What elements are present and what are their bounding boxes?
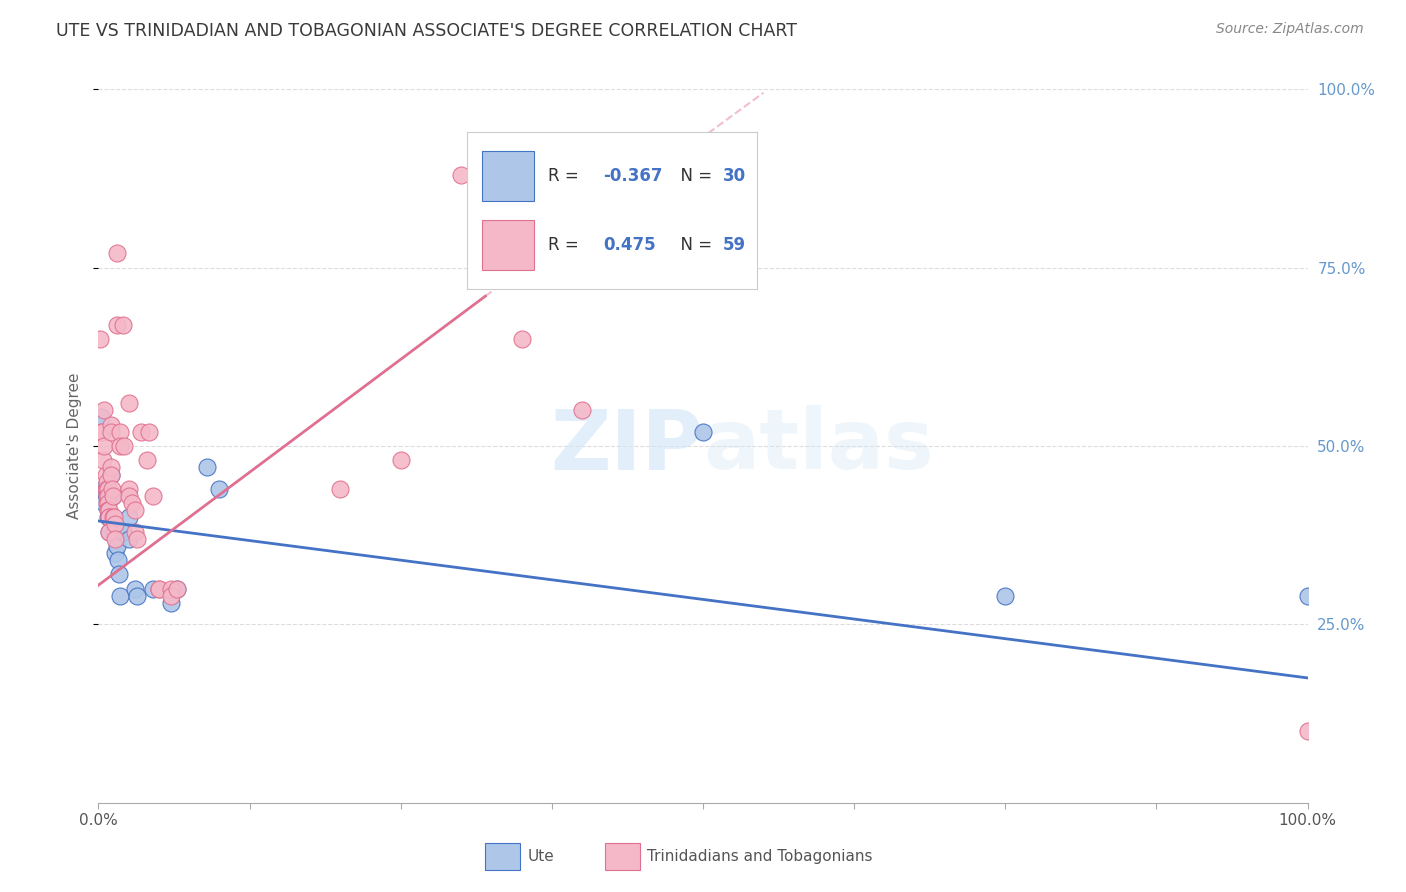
- Point: [93, 496, 115, 510]
- Point: [97, 503, 120, 517]
- Point: [692, 425, 714, 439]
- Point: [160, 582, 183, 596]
- Point: [101, 510, 124, 524]
- Point: [571, 403, 593, 417]
- Point: [148, 582, 170, 596]
- Point: [104, 517, 127, 532]
- Point: [121, 496, 143, 510]
- Point: [127, 589, 149, 603]
- Point: [97, 489, 120, 503]
- Point: [108, 589, 131, 603]
- Point: [89, 332, 111, 346]
- Point: [91, 425, 114, 439]
- Point: [118, 482, 141, 496]
- Point: [127, 532, 149, 546]
- Point: [142, 489, 165, 503]
- Point: [118, 510, 141, 524]
- Point: [105, 246, 128, 260]
- Text: atlas: atlas: [703, 406, 934, 486]
- Point: [103, 524, 125, 539]
- Point: [450, 168, 472, 182]
- Point: [138, 425, 160, 439]
- Point: [118, 532, 141, 546]
- Point: [98, 503, 121, 517]
- Point: [96, 482, 118, 496]
- Point: [96, 475, 118, 489]
- Point: [90, 410, 112, 425]
- Point: [101, 489, 124, 503]
- Point: [94, 467, 117, 482]
- Point: [98, 524, 121, 539]
- Point: [124, 503, 146, 517]
- Y-axis label: Associate's Degree: Associate's Degree: [67, 373, 83, 519]
- Point: [91, 482, 114, 496]
- Point: [97, 496, 120, 510]
- Text: Ute: Ute: [527, 849, 554, 863]
- Point: [108, 439, 131, 453]
- Text: UTE VS TRINIDADIAN AND TOBAGONIAN ASSOCIATE'S DEGREE CORRELATION CHART: UTE VS TRINIDADIAN AND TOBAGONIAN ASSOCI…: [56, 22, 797, 40]
- Point: [98, 510, 121, 524]
- Text: Source: ZipAtlas.com: Source: ZipAtlas.com: [1216, 22, 1364, 37]
- Point: [93, 403, 115, 417]
- Point: [994, 589, 1017, 603]
- Point: [105, 539, 128, 553]
- Point: [100, 482, 122, 496]
- Point: [166, 582, 188, 596]
- Point: [148, 582, 170, 596]
- Point: [510, 332, 533, 346]
- Point: [97, 503, 120, 517]
- Point: [118, 489, 141, 503]
- Point: [100, 467, 122, 482]
- Point: [104, 532, 127, 546]
- Point: [160, 589, 183, 603]
- Point: [112, 439, 135, 453]
- Point: [100, 417, 122, 432]
- Point: [166, 582, 188, 596]
- Point: [129, 425, 152, 439]
- Point: [195, 460, 218, 475]
- Point: [389, 453, 412, 467]
- Point: [135, 453, 157, 467]
- Point: [100, 460, 122, 475]
- Point: [101, 489, 124, 503]
- Point: [124, 582, 146, 596]
- Point: [97, 482, 120, 496]
- Point: [118, 396, 141, 410]
- Point: [97, 510, 120, 524]
- Point: [98, 510, 121, 524]
- Point: [329, 482, 352, 496]
- Text: Trinidadians and Tobagonians: Trinidadians and Tobagonians: [647, 849, 872, 863]
- Point: [100, 425, 122, 439]
- Point: [142, 582, 165, 596]
- Point: [98, 524, 121, 539]
- Point: [96, 496, 118, 510]
- Point: [90, 425, 112, 439]
- Point: [108, 425, 131, 439]
- Point: [111, 524, 134, 539]
- Point: [1296, 589, 1319, 603]
- Point: [208, 482, 231, 496]
- Point: [1296, 724, 1319, 739]
- Point: [105, 318, 128, 332]
- Point: [96, 489, 118, 503]
- Point: [111, 524, 134, 539]
- Point: [94, 482, 117, 496]
- Point: [103, 510, 125, 524]
- Point: [91, 453, 114, 467]
- Point: [124, 524, 146, 539]
- Point: [108, 567, 131, 582]
- Point: [93, 439, 115, 453]
- Point: [111, 318, 134, 332]
- Point: [100, 489, 122, 503]
- Point: [104, 546, 127, 560]
- Text: ZIP: ZIP: [551, 406, 703, 486]
- Point: [100, 467, 122, 482]
- Point: [96, 489, 118, 503]
- Point: [160, 596, 183, 610]
- Point: [94, 482, 117, 496]
- Point: [107, 553, 129, 567]
